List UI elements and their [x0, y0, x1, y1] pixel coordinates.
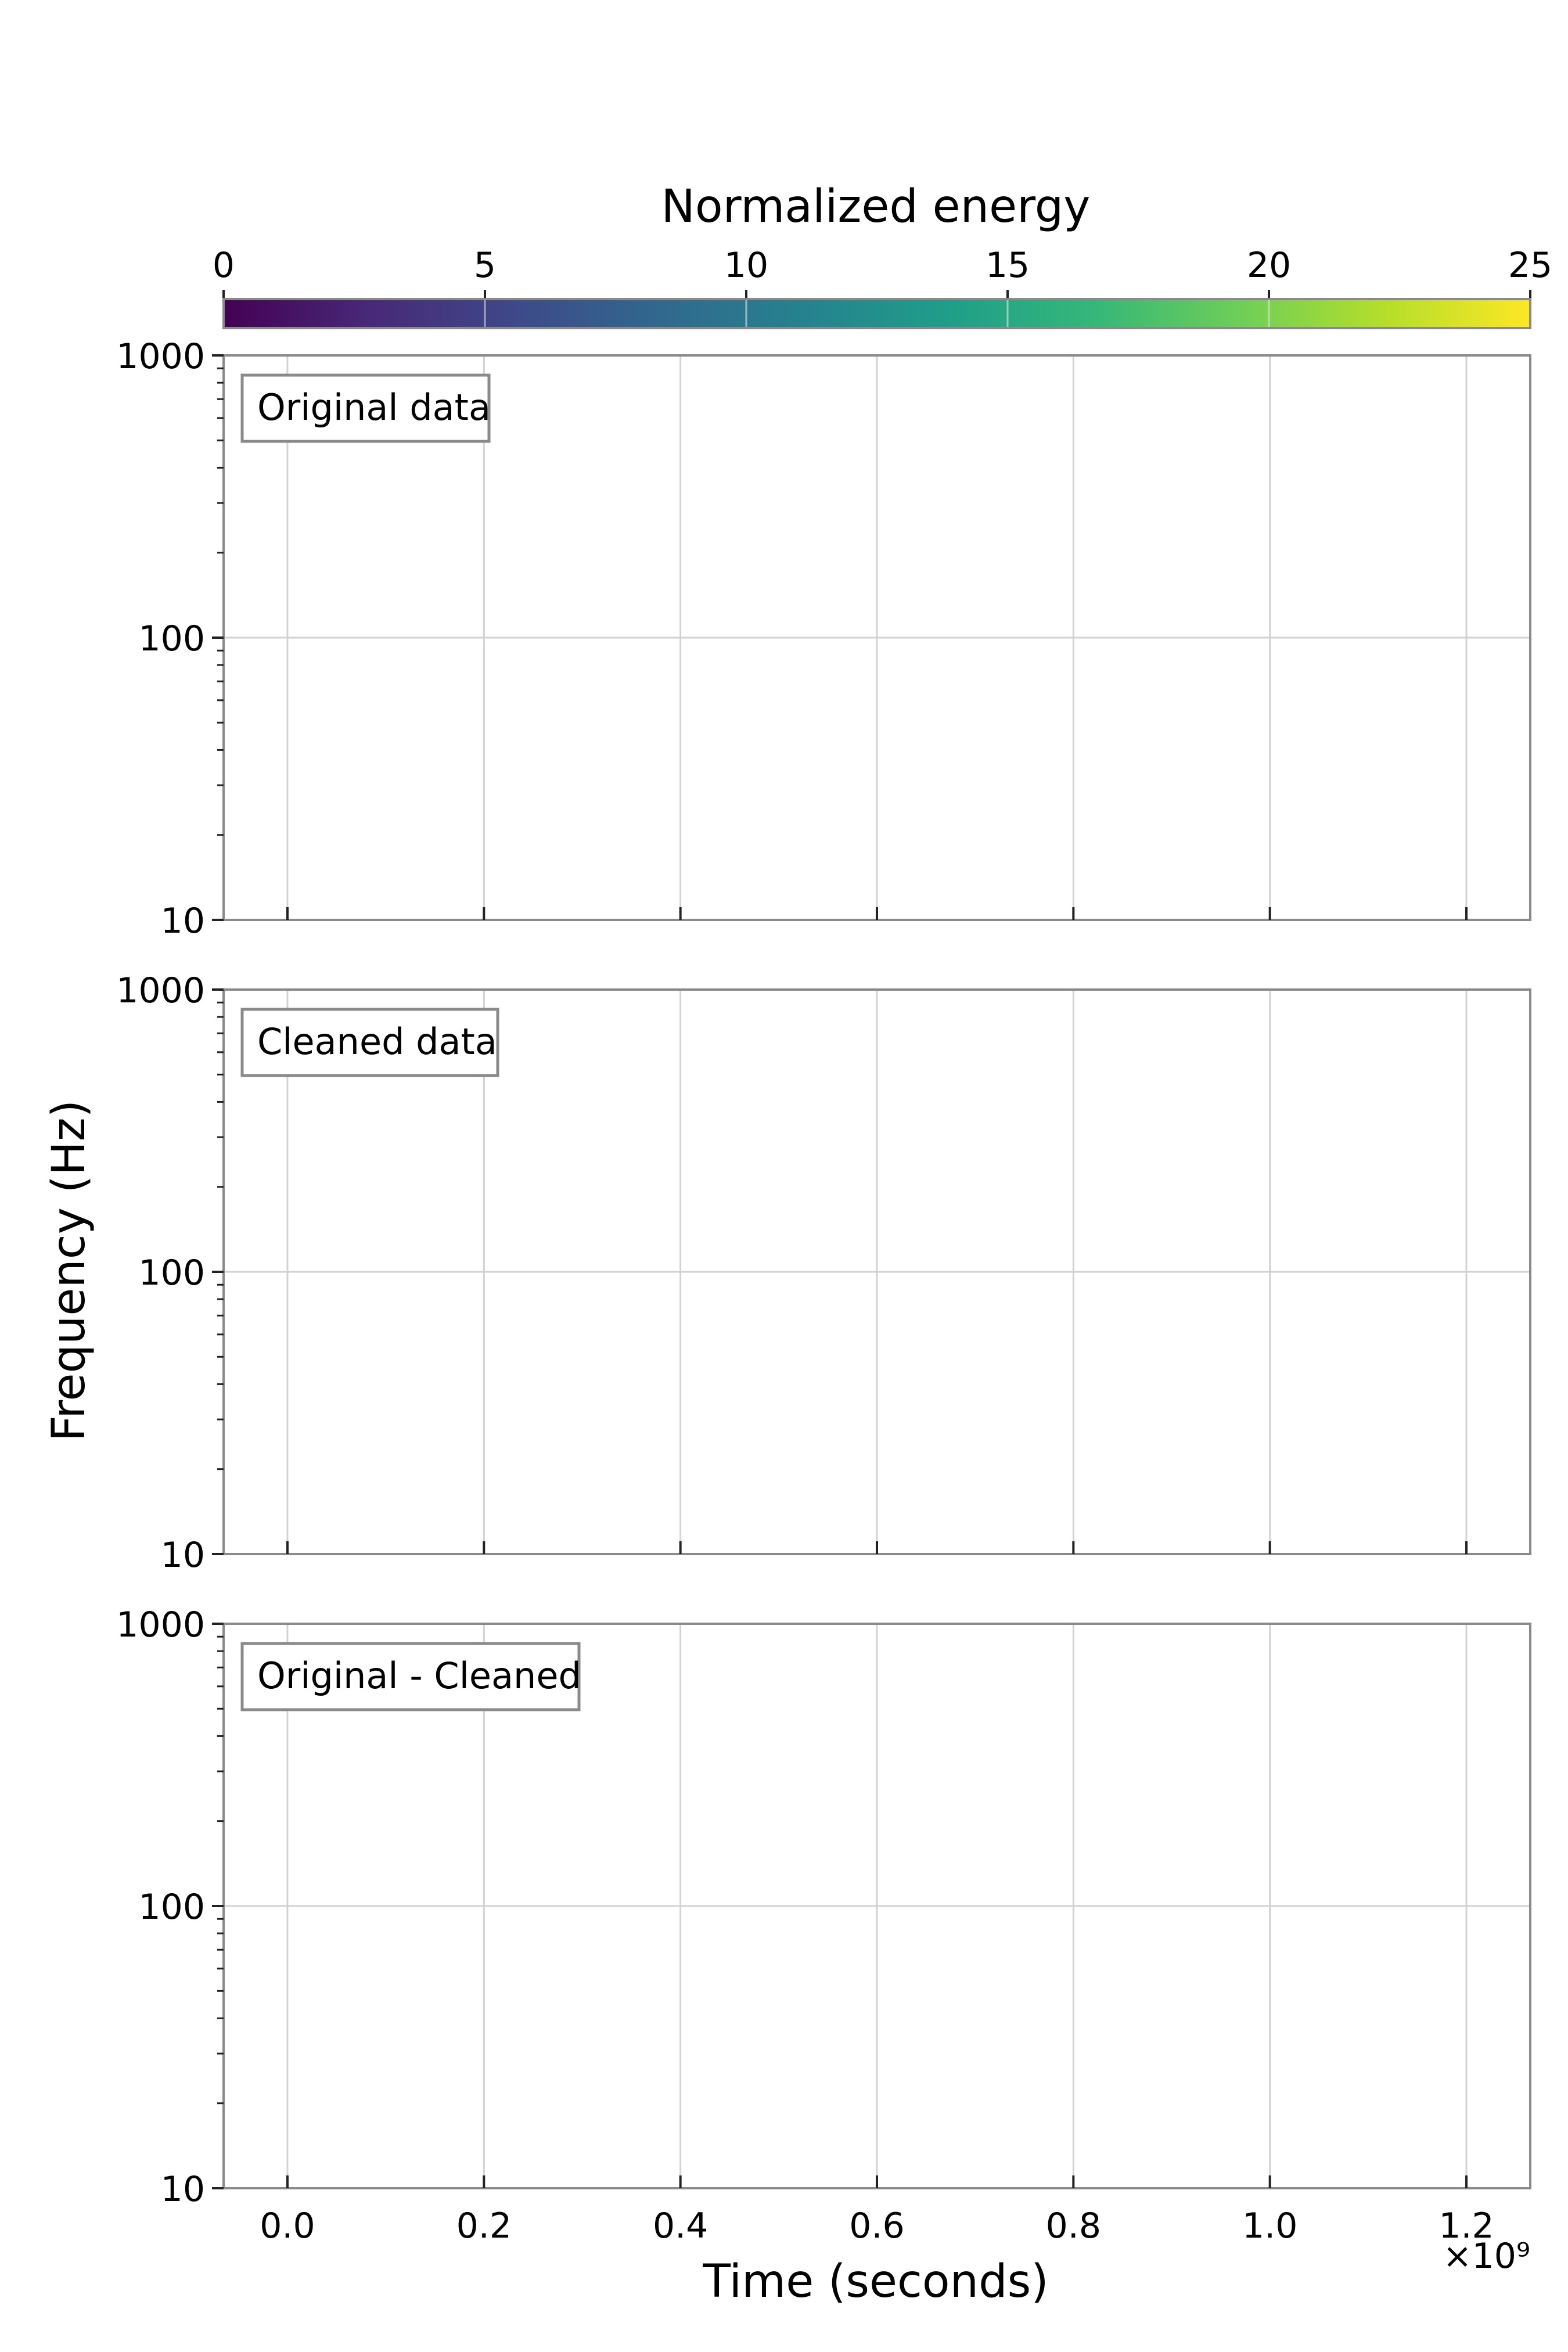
colorbar-tick-label: 10	[724, 245, 768, 286]
colorbar-tick-label: 0	[213, 245, 235, 286]
y-tick-label: 100	[138, 1887, 205, 1927]
y-tick-label: 10	[161, 2169, 205, 2210]
colorbar-gradient	[224, 299, 1530, 328]
panel-label: Cleaned data	[257, 1020, 497, 1063]
colorbar-tick-label: 15	[986, 245, 1030, 286]
y-tick-label: 10	[161, 901, 205, 941]
x-tick-label: 0.0	[260, 2206, 315, 2246]
colorbar-tick-label: 5	[474, 245, 496, 286]
colorbar-tick-label: 20	[1247, 245, 1291, 286]
x-axis-title: Time (seconds)	[702, 2256, 1048, 2308]
colorbar: 0 5 10 15 20 25	[213, 245, 1552, 328]
y-axis-title: Frequency (Hz)	[43, 1100, 95, 1441]
panels: 10 100 1000 Original data 10 100 1000 Cleaned d…	[116, 336, 1530, 2246]
colorbar-tick-label: 25	[1508, 245, 1552, 286]
y-tick-label: 100	[138, 1253, 205, 1293]
panel-label: Original - Cleaned	[257, 1655, 581, 1697]
x-tick-label: 0.8	[1046, 2206, 1101, 2246]
y-tick-label: 1000	[116, 336, 205, 377]
y-tick-label: 10	[161, 1535, 205, 1576]
panel-2: 10 100 1000 Cleaned data	[116, 970, 1530, 1576]
colorbar-title: Normalized energy	[661, 181, 1091, 233]
panel-label: Original data	[257, 386, 491, 429]
x-tick-label: 1.0	[1242, 2206, 1297, 2246]
y-tick-label: 100	[138, 618, 205, 659]
x-tick-label: 0.6	[849, 2206, 904, 2246]
x-tick-label: 0.4	[653, 2206, 708, 2246]
y-tick-label: 1000	[116, 970, 205, 1011]
x-axis-multiplier: ×10⁹	[1443, 2236, 1530, 2277]
y-tick-label: 1000	[116, 1605, 205, 1645]
panel-1: 10 100 1000 Original data	[116, 336, 1530, 941]
x-tick-label: 0.2	[456, 2206, 512, 2246]
